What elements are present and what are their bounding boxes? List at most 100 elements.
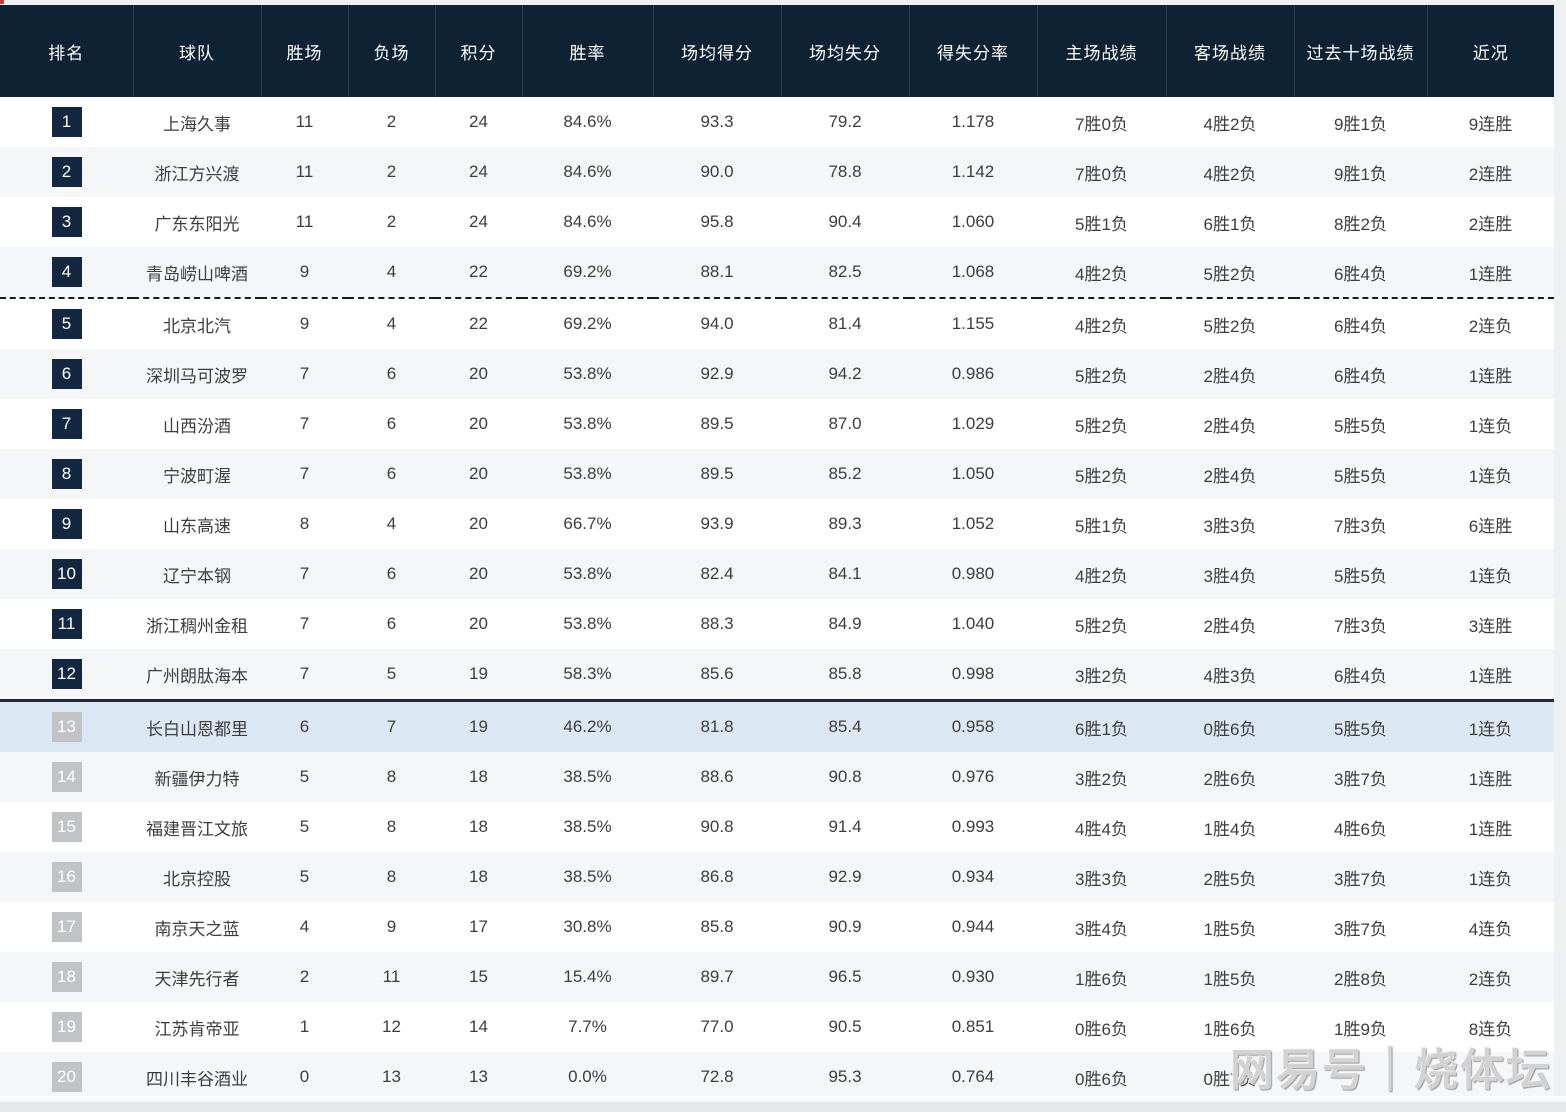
stat-cell: 7胜3负 [1294, 599, 1427, 649]
stat-cell: 4胜2负 [1037, 549, 1166, 599]
stat-cell: 11 [261, 197, 348, 247]
stat-cell: 81.8 [653, 700, 781, 752]
stat-cell: 4胜6负 [1294, 802, 1427, 852]
stat-cell: 3胜2负 [1037, 649, 1166, 702]
stat-cell: 0胜6负 [1037, 1052, 1166, 1102]
rank-badge: 9 [51, 509, 82, 539]
stat-cell: 1.029 [909, 399, 1037, 449]
stat-cell: 15.4% [522, 952, 653, 1002]
stat-cell: 6胜1负 [1166, 197, 1294, 247]
stat-cell: 7 [261, 449, 348, 499]
rank-badge: 7 [51, 409, 82, 439]
stat-cell: 2胜4负 [1166, 449, 1294, 499]
stat-cell: 93.9 [653, 499, 781, 549]
stat-cell: 94.2 [781, 349, 909, 399]
stat-cell: 1连负 [1427, 449, 1554, 499]
stat-cell: 1胜5负 [1166, 902, 1294, 952]
stat-cell: 5胜2负 [1037, 349, 1166, 399]
table-row: 9 山东高速 8 4 20 66.7% 93.9 89.3 1.052 5胜1负 3胜3负 7胜3负 6… [0, 499, 1554, 549]
stat-cell: 18 [435, 752, 522, 802]
stat-cell: 4连负 [1427, 902, 1554, 952]
table-row: 16 北京控股 5 8 18 38.5% 86.8 92.9 0.934 3胜3负 2胜5负 3胜7负… [0, 852, 1554, 902]
rank-badge: 13 [51, 712, 82, 742]
stat-cell: 0.976 [909, 752, 1037, 802]
stat-cell: 87.0 [781, 399, 909, 449]
stat-cell: 2连胜 [1427, 147, 1554, 197]
stat-cell: 18 [435, 852, 522, 902]
stat-cell: 1胜6负 [1166, 1002, 1294, 1052]
stat-cell: 5胜5负 [1294, 449, 1427, 499]
stat-cell [1427, 1052, 1554, 1102]
stat-cell: 2胜4负 [1166, 349, 1294, 399]
stat-cell: 6胜4负 [1294, 247, 1427, 299]
stat-cell: 53.8% [522, 349, 653, 399]
stat-cell: 6胜4负 [1294, 298, 1427, 349]
stat-cell: 7胜0负 [1037, 97, 1166, 147]
stat-cell: 1连胜 [1427, 649, 1554, 702]
stat-cell: 3胜2负 [1037, 752, 1166, 802]
stat-cell: 0.0% [522, 1052, 653, 1102]
stat-cell: 5 [348, 649, 435, 702]
stat-cell: 1.060 [909, 197, 1037, 247]
stat-cell: 5 [261, 752, 348, 802]
stat-cell: 11 [348, 952, 435, 1002]
stat-cell: 22 [435, 247, 522, 299]
table-row: 19 江苏肯帝亚 1 12 14 7.7% 77.0 90.5 0.851 0胜6负 1胜6负 1胜9… [0, 1002, 1554, 1052]
team-name: 浙江方兴渡 [133, 147, 261, 197]
rank-cell: 4 [0, 247, 133, 299]
stat-cell: 6 [348, 399, 435, 449]
stat-cell: 1连胜 [1427, 247, 1554, 299]
stat-cell: 4 [348, 499, 435, 549]
rank-cell: 16 [0, 852, 133, 902]
team-name: 江苏肯帝亚 [133, 1002, 261, 1052]
rank-cell: 1 [0, 97, 133, 147]
stat-cell: 1 [261, 1002, 348, 1052]
stat-cell: 0.958 [909, 700, 1037, 752]
footer-strip [0, 1096, 1566, 1112]
stat-cell: 3胜3负 [1166, 499, 1294, 549]
column-header: 场均得分 [652, 5, 781, 97]
stat-cell: 1连胜 [1427, 752, 1554, 802]
stat-cell: 84.6% [522, 197, 653, 247]
team-name: 北京北汽 [133, 298, 261, 349]
stat-cell: 4胜2负 [1037, 298, 1166, 349]
stat-cell: 7 [348, 700, 435, 752]
column-header: 得失分率 [908, 5, 1037, 97]
rank-badge: 18 [51, 962, 82, 992]
stat-cell: 0.998 [909, 649, 1037, 702]
column-header: 胜率 [521, 5, 653, 97]
team-name: 辽宁本钢 [133, 549, 261, 599]
table-row: 6 深圳马可波罗 7 6 20 53.8% 92.9 94.2 0.986 5胜2负 2胜4负 6胜4… [0, 349, 1554, 399]
rank-cell: 11 [0, 599, 133, 649]
stat-cell: 0.980 [909, 549, 1037, 599]
stat-cell: 1.050 [909, 449, 1037, 499]
stat-cell: 7胜0负 [1037, 147, 1166, 197]
stat-cell: 6连胜 [1427, 499, 1554, 549]
team-name: 天津先行者 [133, 952, 261, 1002]
rank-badge: 1 [51, 107, 82, 137]
team-name: 广东东阳光 [133, 197, 261, 247]
stat-cell: 3胜4负 [1166, 549, 1294, 599]
stat-cell: 24 [435, 97, 522, 147]
stat-cell: 4胜2负 [1037, 247, 1166, 299]
team-name: 宁波町渥 [133, 449, 261, 499]
table-row: 14 新疆伊力特 5 8 18 38.5% 88.6 90.8 0.976 3胜2负 2胜6负 3胜7… [0, 752, 1554, 802]
table-row: 15 福建晋江文旅 5 8 18 38.5% 90.8 91.4 0.993 4胜4负 1胜4负 4胜… [0, 802, 1554, 852]
stat-cell: 90.0 [653, 147, 781, 197]
rank-cell: 8 [0, 449, 133, 499]
stat-cell: 78.8 [781, 147, 909, 197]
stat-cell: 89.7 [653, 952, 781, 1002]
stat-cell: 0.934 [909, 852, 1037, 902]
stat-cell: 6 [261, 700, 348, 752]
stat-cell: 5胜2负 [1037, 599, 1166, 649]
stat-cell: 22 [435, 298, 522, 349]
stat-cell: 13 [435, 1052, 522, 1102]
stat-cell: 8 [348, 752, 435, 802]
stat-cell: 18 [435, 802, 522, 852]
rank-badge: 19 [51, 1012, 82, 1042]
column-header: 胜场 [260, 5, 348, 97]
team-name: 新疆伊力特 [133, 752, 261, 802]
rank-cell: 17 [0, 902, 133, 952]
stat-cell: 13 [348, 1052, 435, 1102]
column-header: 球队 [132, 5, 261, 97]
